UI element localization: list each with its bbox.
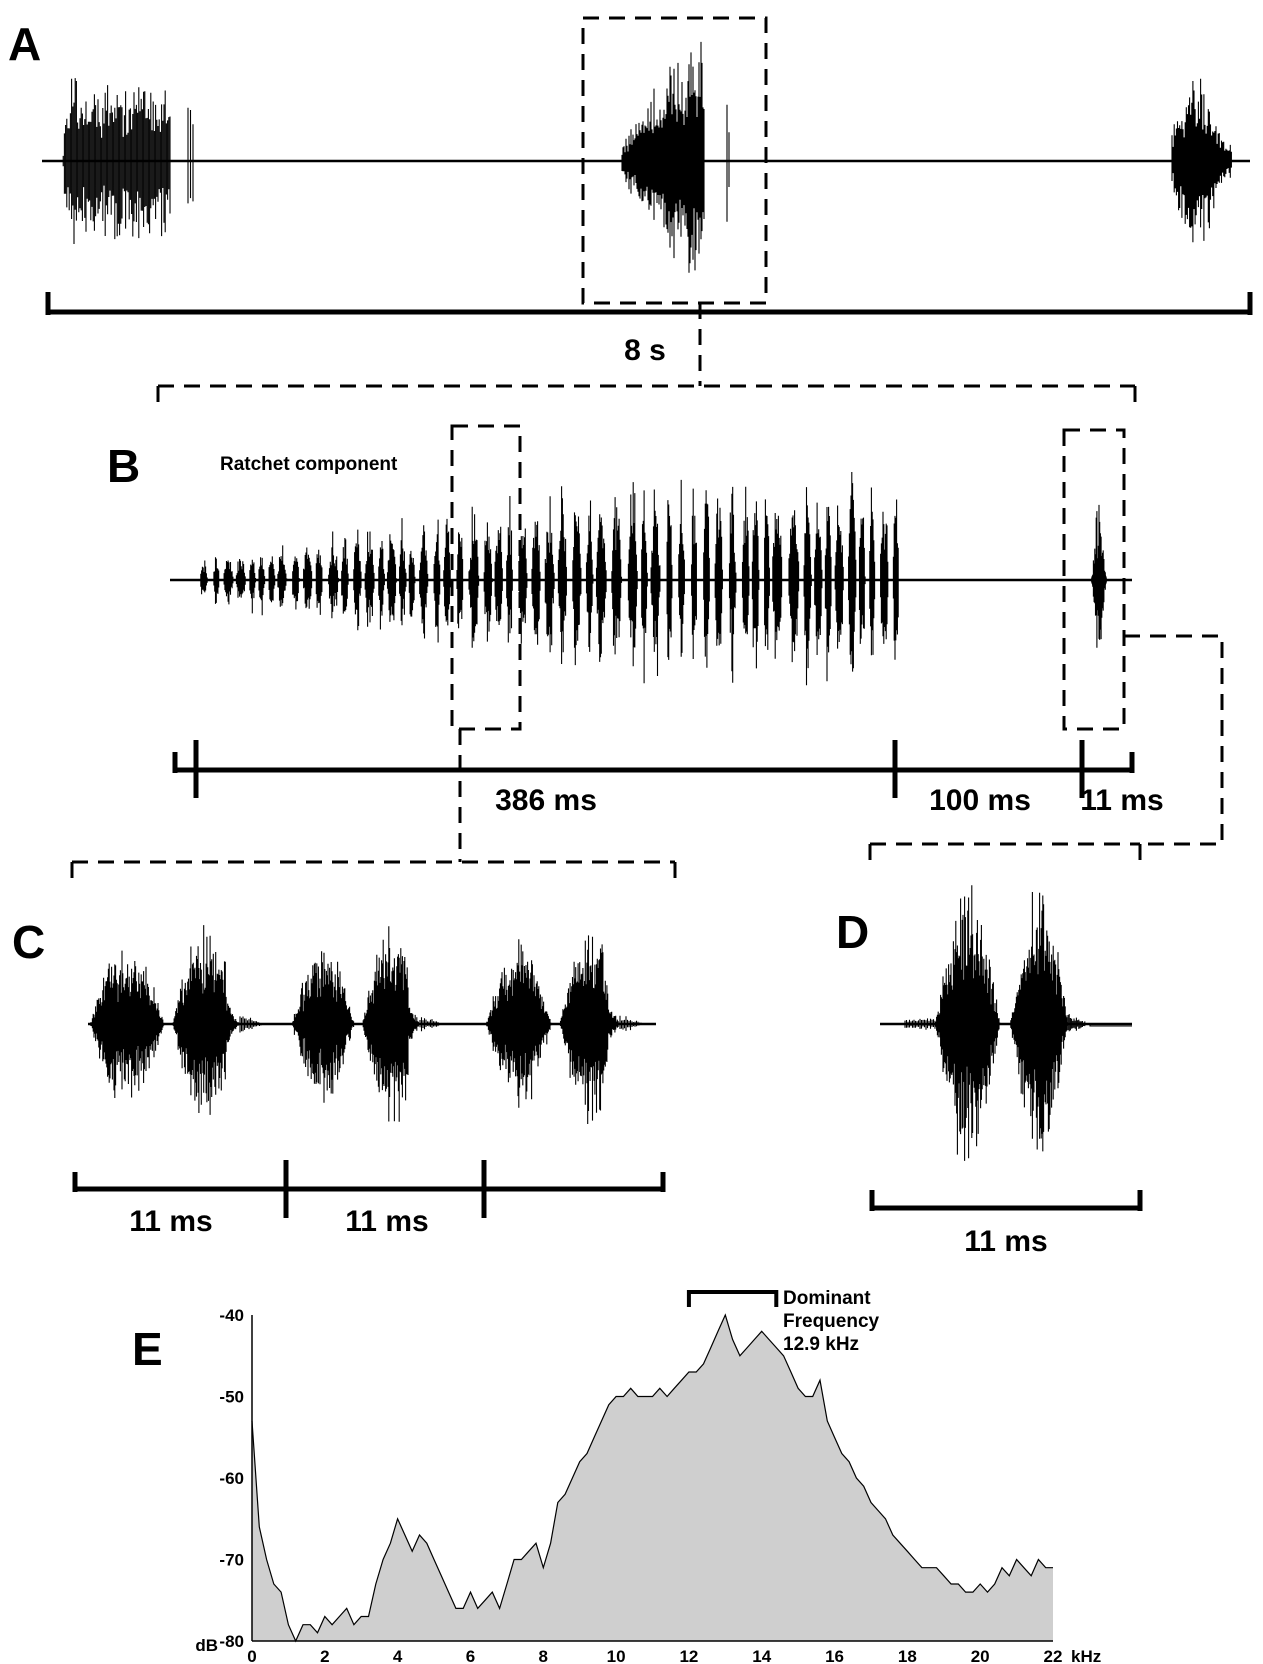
x-tick-label: 18 <box>898 1647 917 1664</box>
y-tick-label: -40 <box>219 1306 244 1325</box>
connector-a-b <box>156 303 1137 410</box>
panel-a-zoom-box <box>581 16 768 305</box>
panel-b-scale-label-100: 100 ms <box>929 784 1031 817</box>
panel-e-annotation-line2: Frequency <box>783 1311 880 1332</box>
panel-a-waveform <box>62 41 1232 273</box>
panel-d-scale-label: 11 ms <box>964 1225 1047 1258</box>
x-tick-label: 10 <box>607 1647 626 1664</box>
panel-a-letter: A <box>8 18 41 70</box>
x-tick-label: 14 <box>752 1647 771 1664</box>
panel-c-waveform <box>90 925 645 1124</box>
panel-b-scale-label-386: 386 ms <box>495 784 597 817</box>
panel-c-scale-label-2: 11 ms <box>345 1205 428 1238</box>
connector-b-c <box>70 729 677 885</box>
panel-b-scale-label-11: 11 ms <box>1080 784 1163 817</box>
panel-c-scale-label-1: 11 ms <box>129 1205 212 1238</box>
x-tick-label: 8 <box>539 1647 548 1664</box>
x-axis-label: kHz <box>1071 1647 1101 1664</box>
panel-d-letter: D <box>836 906 869 958</box>
x-tick-label: 20 <box>971 1647 990 1664</box>
y-tick-label: -50 <box>219 1388 244 1407</box>
panel-c-letter: C <box>12 916 45 968</box>
panel-a-scale-bar <box>45 292 1253 315</box>
spectrum-line <box>251 1313 1053 1643</box>
y-tick-label: -70 <box>219 1551 244 1570</box>
panel-c-scale-bar <box>72 1160 666 1218</box>
panel-e-annotation-line3: 12.9 kHz <box>783 1334 859 1355</box>
spectrum-area <box>252 1315 1053 1641</box>
panel-b-letter: B <box>107 440 140 492</box>
x-tick-label: 6 <box>466 1647 475 1664</box>
x-tick-label: 12 <box>679 1647 698 1664</box>
panel-b-annotation: Ratchet component <box>220 454 398 475</box>
x-tick-label: 0 <box>247 1647 256 1664</box>
x-tick-label: 16 <box>825 1647 844 1664</box>
panel-e-annotation-line1: Dominant <box>783 1288 871 1309</box>
y-tick-label: -80 <box>219 1632 244 1651</box>
y-axis-label: dB <box>195 1636 218 1655</box>
panel-b-click-box <box>1062 428 1126 731</box>
x-tick-label: 2 <box>320 1647 329 1664</box>
dominant-frequency-bracket <box>686 1290 779 1307</box>
panel-b-ratchet-box <box>450 424 522 731</box>
y-tick-label: -60 <box>219 1469 244 1488</box>
panel-b-scale-bar <box>172 740 1135 798</box>
panel-d-scale-bar <box>869 1190 1143 1211</box>
panel-b-waveform <box>200 472 1107 686</box>
connector-b-d <box>868 634 1224 862</box>
x-tick-label: 22 <box>1044 1647 1063 1664</box>
x-tick-label: 4 <box>393 1647 403 1664</box>
panel-d-waveform <box>904 885 1132 1161</box>
panel-a-scale-label: 8 s <box>624 334 666 367</box>
panel-e-letter: E <box>132 1323 163 1375</box>
